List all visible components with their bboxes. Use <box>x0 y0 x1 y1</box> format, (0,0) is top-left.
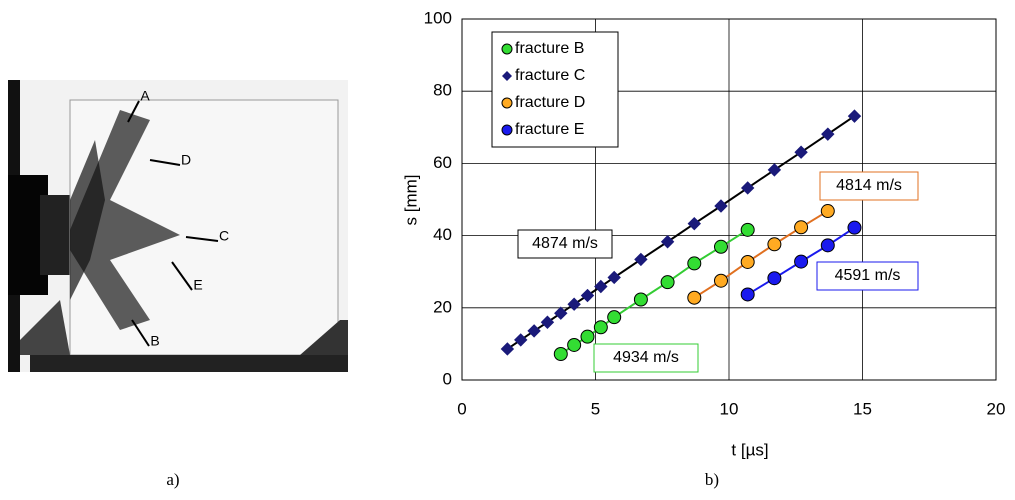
data-point <box>687 290 702 305</box>
data-point <box>567 297 581 311</box>
data-point <box>794 254 809 269</box>
legend-label: fracture B <box>515 40 584 57</box>
plot-frame <box>461 18 997 381</box>
data-point <box>660 275 675 290</box>
data-point <box>794 145 808 159</box>
data-point <box>633 292 648 307</box>
data-point <box>847 109 862 123</box>
annotation: 4874 m/s <box>532 235 598 252</box>
data-point <box>607 270 621 285</box>
data-point <box>740 181 755 195</box>
data-point <box>540 315 555 329</box>
data-point <box>820 204 835 219</box>
photo-arrow <box>185 236 219 242</box>
legend-marker <box>501 97 513 109</box>
y-tick-label: 60 <box>433 153 452 172</box>
x-tick-label: 5 <box>591 399 600 418</box>
data-point <box>794 220 809 235</box>
photo-label: C <box>219 228 229 244</box>
data-point <box>820 238 835 253</box>
data-point <box>821 127 835 141</box>
photo-caption: a) <box>166 470 179 489</box>
data-point <box>500 342 515 356</box>
photo-label: E <box>193 277 202 293</box>
data-point <box>740 254 755 269</box>
photo-label: A <box>140 88 150 104</box>
legend-label: fracture E <box>515 121 584 138</box>
data-point <box>580 329 595 344</box>
photo-arrow <box>149 159 181 166</box>
data-point <box>634 252 648 267</box>
data-point <box>553 347 568 362</box>
data-point <box>567 337 582 352</box>
y-tick-label: 100 <box>424 8 452 27</box>
annotation-box <box>517 229 613 259</box>
annotation: 4591 m/s <box>835 267 901 284</box>
x-axis-label: t [µs] <box>731 440 768 459</box>
data-point <box>594 279 608 294</box>
data-point <box>687 256 702 271</box>
data-point <box>580 288 595 303</box>
data-point <box>660 235 675 249</box>
legend-marker <box>501 124 513 136</box>
data-point <box>767 271 782 286</box>
y-axis-label: s [mm] <box>401 175 420 226</box>
data-point <box>740 287 755 302</box>
x-tick-label: 20 <box>987 399 1006 418</box>
x-tick-label: 0 <box>457 399 466 418</box>
data-point <box>713 239 728 254</box>
fit-line <box>560 228 749 355</box>
data-point <box>740 222 755 237</box>
annotation-box <box>819 171 919 201</box>
data-point <box>687 216 701 231</box>
data-point <box>514 333 528 347</box>
data-point <box>767 163 782 177</box>
annotation-box <box>593 343 699 373</box>
photo-arrow <box>131 319 150 347</box>
legend-marker <box>502 71 512 81</box>
photo <box>8 80 348 372</box>
y-tick-label: 0 <box>443 369 452 388</box>
chart-caption: b) <box>705 470 719 489</box>
annotation: 4934 m/s <box>613 349 679 366</box>
data-point <box>607 310 622 325</box>
legend-marker <box>501 43 513 55</box>
data-point <box>554 306 568 320</box>
data-point <box>847 220 862 235</box>
data-point <box>593 320 608 335</box>
legend-box <box>491 31 619 148</box>
photo-label: D <box>181 152 191 168</box>
legend-label: fracture D <box>515 94 585 111</box>
data-point <box>767 237 782 252</box>
data-point <box>527 324 541 338</box>
x-tick-label: 10 <box>720 399 739 418</box>
x-tick-label: 15 <box>853 399 872 418</box>
y-tick-label: 80 <box>433 81 452 100</box>
data-point <box>713 273 728 288</box>
y-tick-label: 40 <box>433 225 452 244</box>
photo-arrow <box>171 261 193 291</box>
legend-label: fracture C <box>515 67 585 84</box>
photo-label: B <box>150 333 159 349</box>
annotation-box <box>816 261 919 291</box>
annotation: 4814 m/s <box>836 177 902 194</box>
photo-arrow <box>127 100 140 123</box>
y-tick-label: 20 <box>433 297 452 316</box>
data-point <box>714 199 728 213</box>
